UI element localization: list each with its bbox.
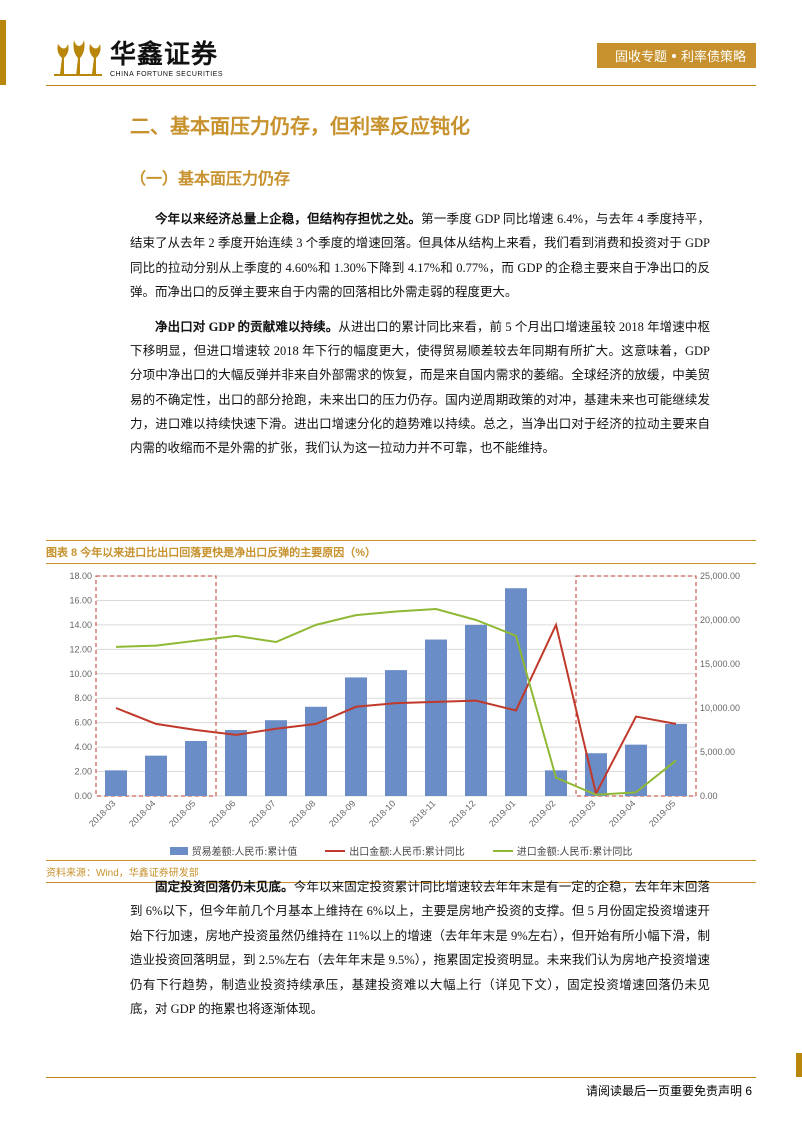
svg-text:15,000.00: 15,000.00 [700,659,740,669]
svg-text:2018-11: 2018-11 [407,798,437,828]
tag-left: 固收专题 [615,46,667,65]
svg-text:2018-10: 2018-10 [367,798,397,828]
chart-area: 0.00 2.00 4.00 6.00 8.00 10.00 12.00 14.00 16.00… [46,568,756,858]
legend-bar: 贸易差额:人民币:累计值 [170,843,298,858]
svg-text:18.00: 18.00 [69,571,92,581]
para2-rest: 从进出口的累计同比来看，前 5 个月出口增速虽较 2018 年增速中枢下移明显，… [130,320,710,456]
section-title: 二、基本面压力仍存，但利率反应钝化 [130,110,710,139]
svg-text:2019-03: 2019-03 [567,798,597,828]
body-content-bottom: 固定投资回落仍未见底。今年以来固定投资累计同比增速较去年年末是有一定的企稳，去年… [130,875,710,1031]
footer-text: 请阅读最后一页重要免责声明 6 [586,1082,752,1099]
svg-text:5,000.00: 5,000.00 [700,747,735,757]
para2-bold: 净出口对 GDP 的贡献难以持续。 [155,320,338,334]
paragraph-2: 净出口对 GDP 的贡献难以持续。从进出口的累计同比来看，前 5 个月出口增速虽… [130,315,710,461]
svg-text:2018-12: 2018-12 [447,798,477,828]
svg-text:2019-04: 2019-04 [607,798,637,828]
svg-text:0.00: 0.00 [74,791,92,801]
chart8-block: 图表 8 今年以来进口比出口回落更快是净出口反弹的主要原因（%） 0.00 2.0… [46,540,756,883]
svg-text:2.00: 2.00 [74,767,92,777]
chart-svg: 0.00 2.00 4.00 6.00 8.00 10.00 12.00 14.00 16.00… [46,568,756,858]
legend-import: 进口金额:人民币:累计同比 [493,843,633,858]
svg-text:2018-06: 2018-06 [207,798,237,828]
svg-text:6.00: 6.00 [74,718,92,728]
svg-text:2018-08: 2018-08 [287,798,317,828]
svg-text:12.00: 12.00 [69,644,92,654]
svg-text:2018-09: 2018-09 [327,798,357,828]
svg-text:2019-02: 2019-02 [527,798,557,828]
body-content-top: 二、基本面压力仍存，但利率反应钝化 （一）基本面压力仍存 今年以来经济总量上企稳… [130,110,710,471]
svg-text:4.00: 4.00 [74,742,92,752]
svg-text:16.00: 16.00 [69,595,92,605]
svg-text:2018-07: 2018-07 [247,798,277,828]
svg-text:8.00: 8.00 [74,693,92,703]
torch-icon [46,34,110,78]
paragraph-3: 固定投资回落仍未见底。今年以来固定投资累计同比增速较去年年末是有一定的企稳，去年… [130,875,710,1021]
logo-text-en: CHINA FORTUNE SECURITIES [110,71,223,78]
accent-bar-right [796,1053,802,1077]
svg-text:10,000.00: 10,000.00 [700,703,740,713]
subsection-title: （一）基本面压力仍存 [130,165,710,189]
svg-text:20,000.00: 20,000.00 [700,615,740,625]
svg-text:0.00: 0.00 [700,791,718,801]
logo: 华鑫证券 CHINA FORTUNE SECURITIES [46,34,223,78]
para3-rest: 今年以来固定投资累计同比增速较去年年末是有一定的企稳，去年年末回落到 6%以下，… [130,880,710,1016]
svg-text:14.00: 14.00 [69,620,92,630]
svg-text:25,000.00: 25,000.00 [700,571,740,581]
svg-text:2018-03: 2018-03 [87,798,117,828]
header-tag: 固收专题 利率债策略 [597,43,756,68]
chart-legend: 贸易差额:人民币:累计值 出口金额:人民币:累计同比 进口金额:人民币:累计同比 [46,843,756,858]
para1-bold: 今年以来经济总量上企稳，但结构存担忧之处。 [155,212,421,226]
para3-bold: 固定投资回落仍未见底。 [155,880,294,894]
svg-text:2018-04: 2018-04 [127,798,157,828]
footer-rule [46,1077,756,1078]
svg-text:2019-01: 2019-01 [487,798,517,828]
legend-export: 出口金额:人民币:累计同比 [325,843,465,858]
logo-text-cn: 华鑫证券 [110,34,223,71]
svg-text:10.00: 10.00 [69,669,92,679]
paragraph-1: 今年以来经济总量上企稳，但结构存担忧之处。第一季度 GDP 同比增速 6.4%，… [130,207,710,305]
tag-right: 利率债策略 [681,46,746,65]
accent-bar-left [0,20,6,85]
svg-text:2019-05: 2019-05 [647,798,677,828]
chart-title: 图表 8 今年以来进口比出口回落更快是净出口反弹的主要原因（%） [46,540,756,564]
tag-dot [672,54,676,58]
svg-text:2018-05: 2018-05 [167,798,197,828]
page-header: 华鑫证券 CHINA FORTUNE SECURITIES 固收专题 利率债策略 [46,26,756,86]
